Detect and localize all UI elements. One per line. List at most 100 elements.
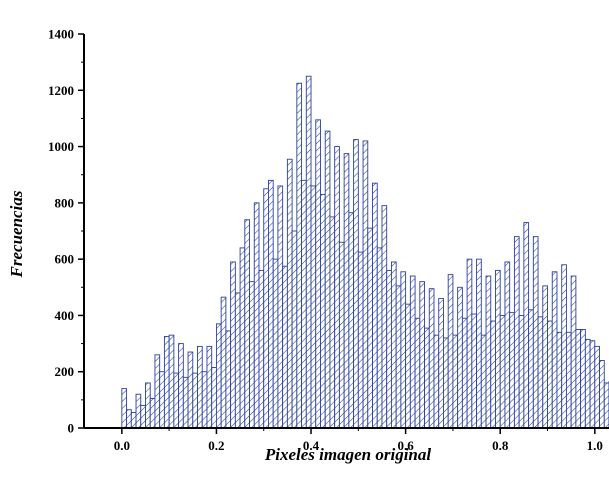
histogram-bar (258, 269, 265, 429)
bars-layer (121, 75, 609, 429)
histogram-bar (234, 292, 241, 429)
y-tick-label: 0 (68, 421, 75, 436)
histogram-bar (239, 247, 246, 429)
histogram-bar (372, 182, 378, 429)
histogram-bar (197, 345, 203, 429)
histogram-bar (145, 382, 151, 429)
histogram-bar (253, 202, 260, 429)
histogram-bar (509, 312, 515, 429)
histogram-bar (154, 354, 161, 429)
histogram-bar (121, 388, 128, 429)
histogram-bar (542, 285, 548, 429)
histogram-bar (329, 216, 336, 429)
histogram-bar (452, 334, 459, 429)
histogram-bar (206, 345, 213, 429)
histogram-bar (338, 241, 345, 429)
histogram-bar (518, 314, 525, 429)
histogram-bar (471, 313, 478, 429)
histogram-bar (310, 185, 317, 429)
axes-layer (78, 33, 609, 434)
histogram-bar (220, 296, 227, 429)
histogram-bar (428, 288, 435, 429)
y-tick-label: 600 (55, 252, 75, 267)
histogram-bar (315, 119, 321, 429)
histogram-bar (575, 329, 582, 429)
x-tick-label: 0.4 (303, 438, 320, 453)
x-tick-label: 0.0 (114, 438, 130, 453)
x-tick-label: 0.8 (492, 438, 509, 453)
histogram-bar (291, 230, 298, 429)
histogram-bar (556, 331, 563, 429)
histogram-bar (305, 75, 312, 429)
histogram-bar (225, 330, 232, 429)
histogram-bar (589, 340, 596, 429)
histogram-bar (348, 212, 355, 429)
histogram-bar (296, 82, 303, 429)
histogram-bar (324, 130, 331, 429)
y-tick-label: 1000 (48, 139, 74, 154)
histogram-bar (149, 398, 156, 429)
histogram-bar (490, 320, 496, 429)
histogram-bar (343, 153, 350, 429)
histogram-bar (447, 274, 454, 429)
histogram-bar (301, 179, 307, 429)
histogram-bar (476, 258, 482, 429)
histogram-bar (386, 269, 392, 429)
histogram-bar (390, 261, 397, 429)
histogram-bar (480, 334, 487, 429)
histogram-bar (499, 314, 506, 429)
x-axis-title: Pixeles imagen original (264, 445, 432, 464)
histogram-bar (419, 281, 425, 429)
x-tick-label: 1.0 (587, 438, 603, 453)
histogram-bar (395, 285, 402, 429)
histogram-bar (433, 334, 440, 429)
histogram-bar (268, 179, 274, 429)
histogram-bar (400, 271, 407, 429)
histogram-bar (551, 271, 558, 429)
histogram-bar (277, 185, 284, 429)
histogram-bar (263, 188, 269, 429)
histogram-bar (513, 236, 520, 429)
histogram-bar (201, 371, 208, 429)
histogram-bar (599, 360, 605, 429)
histogram-bar (443, 337, 449, 429)
histogram-bar (584, 338, 591, 429)
histogram-bar (367, 227, 373, 429)
histogram-bar (173, 372, 180, 429)
histogram-bar (537, 316, 544, 429)
histogram-bar (409, 275, 416, 429)
histogram-bar (424, 327, 430, 429)
histogram-bar (504, 261, 511, 429)
histogram-bar (528, 309, 534, 429)
histogram-bar (603, 382, 609, 429)
x-tick-label: 0.6 (397, 438, 414, 453)
histogram-bar (561, 264, 567, 429)
histogram-bar (126, 409, 132, 429)
histogram-bar (357, 251, 364, 429)
histogram-bar (376, 247, 383, 429)
histogram-bar (461, 317, 468, 429)
y-tick-label: 1200 (48, 83, 74, 98)
histogram-bar (182, 376, 189, 429)
y-tick-label: 200 (55, 364, 75, 379)
y-tick-label: 800 (55, 195, 75, 210)
histogram-bar (215, 323, 222, 429)
histogram-bar (532, 236, 539, 429)
histogram-bar (249, 281, 255, 429)
histogram-bar (230, 261, 236, 429)
histogram-bar (334, 146, 340, 429)
histogram-bar (187, 351, 194, 429)
histogram-bar (320, 193, 326, 429)
histogram-bar (159, 371, 165, 429)
histogram-bar (594, 345, 600, 429)
histogram-bar (495, 269, 501, 429)
histogram-bar (282, 265, 288, 429)
histogram-bar (140, 405, 146, 429)
histogram-bar (168, 334, 175, 429)
histogram-bar (457, 286, 463, 429)
histogram-bar (286, 158, 293, 429)
histogram-bar (466, 258, 473, 429)
histogram-bar (565, 331, 572, 429)
